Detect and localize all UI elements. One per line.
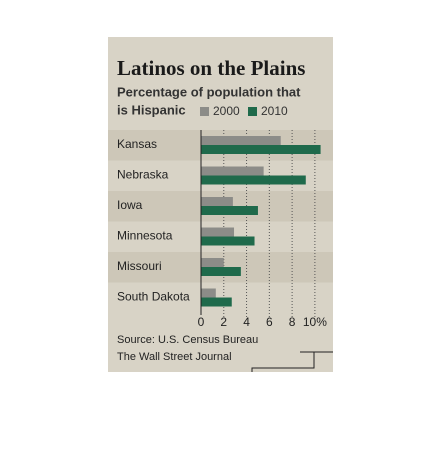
x-tick-label: 0	[198, 315, 205, 329]
bar	[201, 145, 321, 154]
bar	[201, 258, 224, 267]
bar	[201, 288, 216, 298]
x-tick-label: 8	[289, 315, 296, 329]
legend-label: 2010	[261, 104, 288, 118]
bar	[201, 236, 255, 246]
bar	[201, 175, 306, 185]
bar	[201, 227, 235, 237]
category-label: Nebraska	[117, 168, 169, 182]
decoration	[251, 351, 333, 372]
bar	[201, 267, 241, 276]
bar	[201, 197, 233, 206]
x-tick-label: 10%	[303, 315, 327, 329]
category-label: Missouri	[117, 259, 162, 273]
category-label: South Dakota	[117, 290, 190, 304]
x-tick-label: 2	[220, 315, 227, 329]
x-tick-label: 4	[243, 315, 250, 329]
source: Source: U.S. Census Bureau	[117, 334, 258, 346]
bar	[201, 206, 258, 215]
legend-label: 2000	[213, 104, 240, 118]
bar	[201, 297, 232, 307]
subtitle: Percentage of population that	[117, 84, 301, 99]
bar	[201, 166, 264, 176]
subtitle: is Hispanic	[117, 102, 186, 117]
category-label: Kansas	[117, 137, 157, 151]
legend-swatch	[200, 107, 209, 116]
category-label: Iowa	[117, 198, 143, 212]
category-label: Minnesota	[117, 229, 173, 243]
x-tick-label: 6	[266, 315, 273, 329]
source: The Wall Street Journal	[117, 351, 232, 363]
chart-title: Latinos on the Plains	[117, 56, 305, 80]
legend-swatch	[248, 107, 257, 116]
bar	[201, 136, 281, 145]
